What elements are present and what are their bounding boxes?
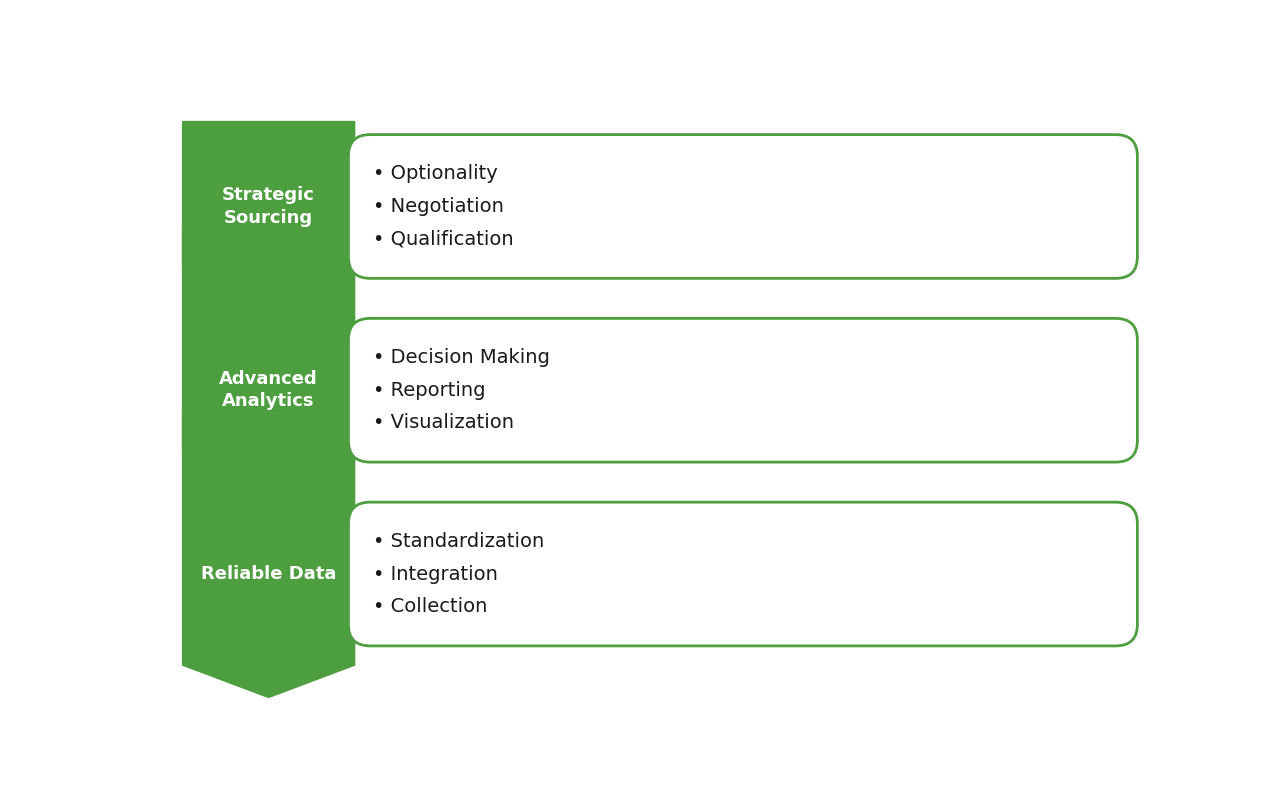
Text: • Standardization
• Integration
• Collection: • Standardization • Integration • Collec… — [373, 532, 544, 616]
Text: • Decision Making
• Reporting
• Visualization: • Decision Making • Reporting • Visualiz… — [373, 348, 550, 433]
Polygon shape — [183, 411, 355, 698]
Text: Strategic
Sourcing: Strategic Sourcing — [223, 187, 315, 227]
FancyBboxPatch shape — [349, 318, 1138, 462]
Text: Advanced
Analytics: Advanced Analytics — [219, 370, 318, 410]
Polygon shape — [183, 227, 355, 483]
Text: • Optionality
• Negotiation
• Qualification: • Optionality • Negotiation • Qualificat… — [373, 164, 514, 248]
Polygon shape — [183, 122, 355, 299]
FancyBboxPatch shape — [349, 502, 1138, 646]
FancyBboxPatch shape — [349, 135, 1138, 279]
Text: Reliable Data: Reliable Data — [201, 565, 336, 583]
